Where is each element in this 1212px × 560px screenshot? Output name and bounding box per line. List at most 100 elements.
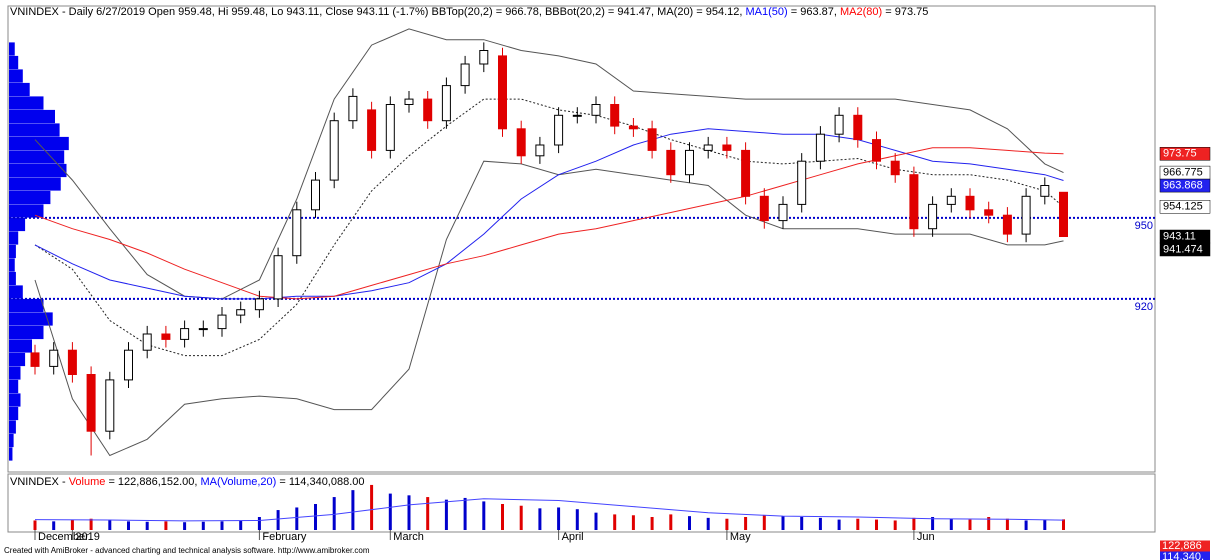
candle-body — [647, 128, 657, 151]
candle-body — [161, 333, 171, 340]
candle-body — [348, 95, 358, 122]
volume-bar — [351, 490, 355, 530]
volume-bar — [1062, 519, 1065, 530]
volume-bar — [239, 520, 243, 530]
candle-body — [946, 195, 956, 205]
value-tag — [1159, 200, 1211, 214]
profile-bar — [9, 393, 21, 407]
volume-bar — [688, 516, 691, 530]
profile-bar — [9, 123, 60, 137]
indicator-line — [34, 98, 1064, 357]
profile-bar — [9, 231, 19, 245]
candle-body — [479, 50, 489, 65]
candle-body — [759, 195, 769, 222]
candle-body — [498, 55, 507, 130]
x-tick-label: 2019 — [75, 531, 99, 543]
volume-bar — [145, 521, 149, 530]
candle-body — [49, 349, 59, 367]
candle-body — [628, 125, 638, 130]
volume-bar — [183, 522, 187, 530]
profile-bar — [9, 55, 19, 70]
candle-body — [311, 179, 320, 211]
profile-bar — [9, 177, 61, 191]
volume-bar — [52, 521, 56, 530]
candle-body — [254, 298, 264, 311]
title-part: VNINDEX - — [10, 476, 69, 488]
title-part: MA(Volume,20) — [201, 476, 277, 488]
profile-bar — [9, 96, 44, 110]
volume-bar — [482, 501, 486, 530]
volume-bar — [444, 499, 448, 530]
candle-body — [890, 160, 900, 176]
value-tag-label: 954.125 — [1163, 201, 1203, 213]
volume-tag — [1160, 551, 1210, 560]
volume-bar — [1005, 518, 1009, 530]
candle-body — [86, 374, 96, 432]
volume-tag-label: 114,340, — [1162, 551, 1204, 560]
candle-body — [834, 114, 844, 135]
volume-tag-label: 122,886 — [1162, 540, 1202, 552]
volume-bar — [837, 519, 841, 530]
indicator-line — [34, 128, 1064, 300]
candle-body — [423, 98, 433, 122]
value-tag — [1159, 147, 1211, 161]
x-tick-label: Jun — [917, 531, 935, 543]
value-tag — [1159, 178, 1211, 193]
volume-bar — [33, 520, 37, 530]
volume-bar — [987, 517, 991, 530]
volume-bar — [276, 510, 280, 530]
volume-bar — [314, 504, 317, 530]
candle-body — [516, 128, 526, 157]
candle-body — [404, 98, 414, 105]
candle-body — [872, 139, 881, 162]
profile-bar — [9, 379, 19, 394]
profile-bar — [9, 42, 15, 56]
candle-body — [797, 160, 807, 205]
candle-body — [535, 144, 545, 157]
candle-body — [685, 149, 694, 176]
title-part: MA2(80) — [840, 6, 882, 18]
profile-bar — [9, 433, 14, 448]
profile-bar — [9, 163, 67, 178]
title-part: Volume — [69, 476, 106, 488]
x-tick-label: February — [262, 531, 307, 543]
profile-bar — [9, 366, 21, 380]
candle-body — [124, 349, 133, 381]
volume-bar — [575, 509, 579, 530]
candle-body — [928, 203, 938, 230]
volume-bar — [108, 520, 112, 530]
volume-bar — [818, 517, 822, 530]
volume-bar — [127, 521, 130, 530]
profile-bar — [9, 150, 65, 164]
profile-bar — [9, 69, 23, 83]
profile-bar — [9, 109, 55, 124]
candle-body — [666, 149, 676, 176]
candle-body — [236, 309, 246, 316]
volume-bar — [463, 497, 467, 530]
candle-body — [1021, 195, 1031, 235]
volume-bar — [70, 519, 74, 530]
volume-bar — [538, 508, 542, 530]
volume-ma-line — [34, 498, 1064, 522]
candle-body — [965, 195, 975, 211]
x-tick-label: December — [38, 531, 89, 543]
profile-bar — [9, 312, 53, 326]
candle-body — [367, 109, 377, 151]
volume-bar — [725, 518, 729, 530]
profile-bar — [9, 325, 44, 340]
candle-body — [778, 203, 788, 222]
profile-bar — [9, 217, 26, 232]
volume-bar — [332, 497, 336, 530]
candle-body — [703, 144, 713, 151]
volume-bar — [557, 507, 561, 530]
title-part: MA1(50) — [746, 6, 788, 18]
candle-body — [329, 120, 339, 181]
volume-bar — [781, 516, 785, 530]
volume-bar — [706, 517, 710, 530]
volume-bar — [800, 517, 804, 530]
candle-body — [180, 328, 190, 340]
volume-bar — [164, 521, 168, 530]
candle-body — [105, 379, 115, 432]
volume-bar — [968, 519, 972, 530]
